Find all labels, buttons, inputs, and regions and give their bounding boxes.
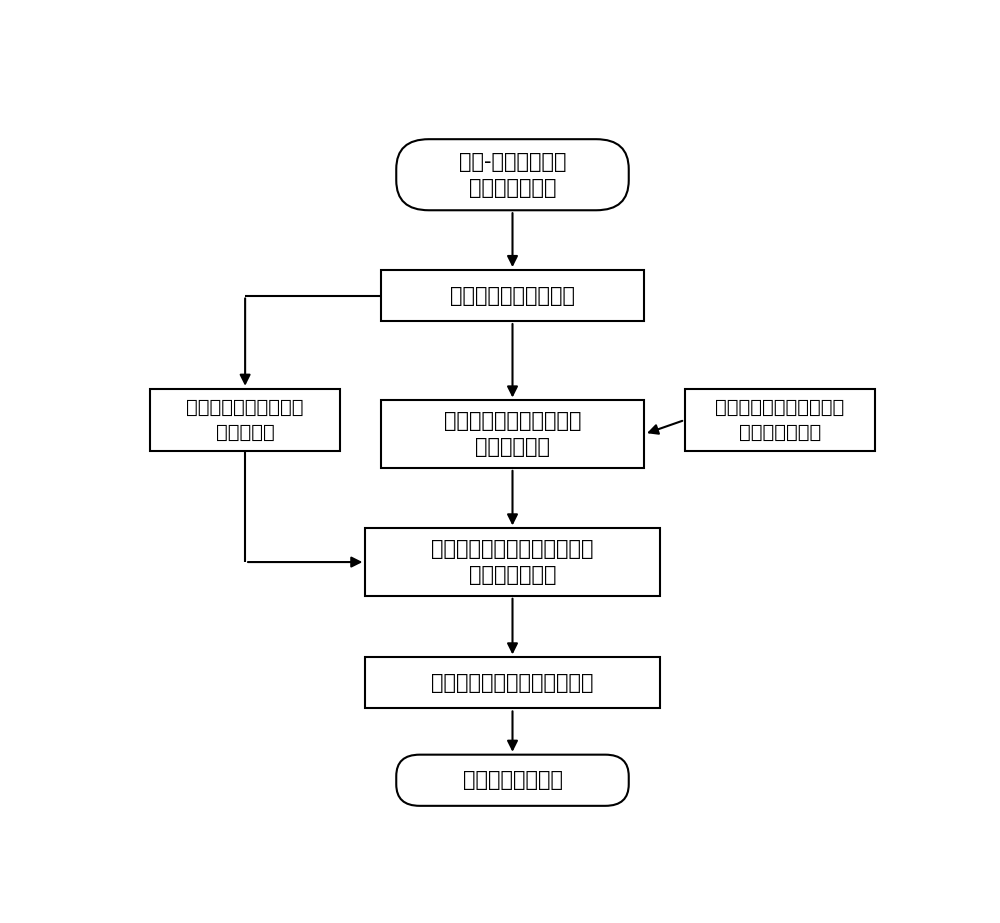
FancyBboxPatch shape: [381, 270, 644, 321]
Text: 转子-滑动轴承系统
不平衡响应实验: 转子-滑动轴承系统 不平衡响应实验: [459, 151, 566, 198]
Text: 测量转子的不平衡响应: 测量转子的不平衡响应: [450, 285, 575, 306]
Text: 建立承受等效油膜载荷的
转子有限元模型: 建立承受等效油膜载荷的 转子有限元模型: [715, 398, 844, 442]
FancyBboxPatch shape: [396, 139, 629, 210]
FancyBboxPatch shape: [685, 389, 875, 451]
Text: 测量轴承支撑处转子的
不平衡响应: 测量轴承支撑处转子的 不平衡响应: [186, 398, 304, 442]
Text: 最小二乘法计算油膜特性参数: 最小二乘法计算油膜特性参数: [431, 673, 594, 693]
Text: 基于格林函数法和正则化
重构油膜载荷: 基于格林函数法和正则化 重构油膜载荷: [444, 411, 581, 457]
Text: 输出油膜特性参数: 输出油膜特性参数: [462, 771, 562, 790]
FancyBboxPatch shape: [365, 528, 660, 596]
FancyBboxPatch shape: [150, 389, 340, 451]
FancyBboxPatch shape: [381, 401, 644, 468]
FancyBboxPatch shape: [365, 657, 660, 709]
Text: 建立油膜载荷与油膜特性参数
之间的反求关系: 建立油膜载荷与油膜特性参数 之间的反求关系: [431, 539, 594, 585]
FancyBboxPatch shape: [396, 755, 629, 806]
